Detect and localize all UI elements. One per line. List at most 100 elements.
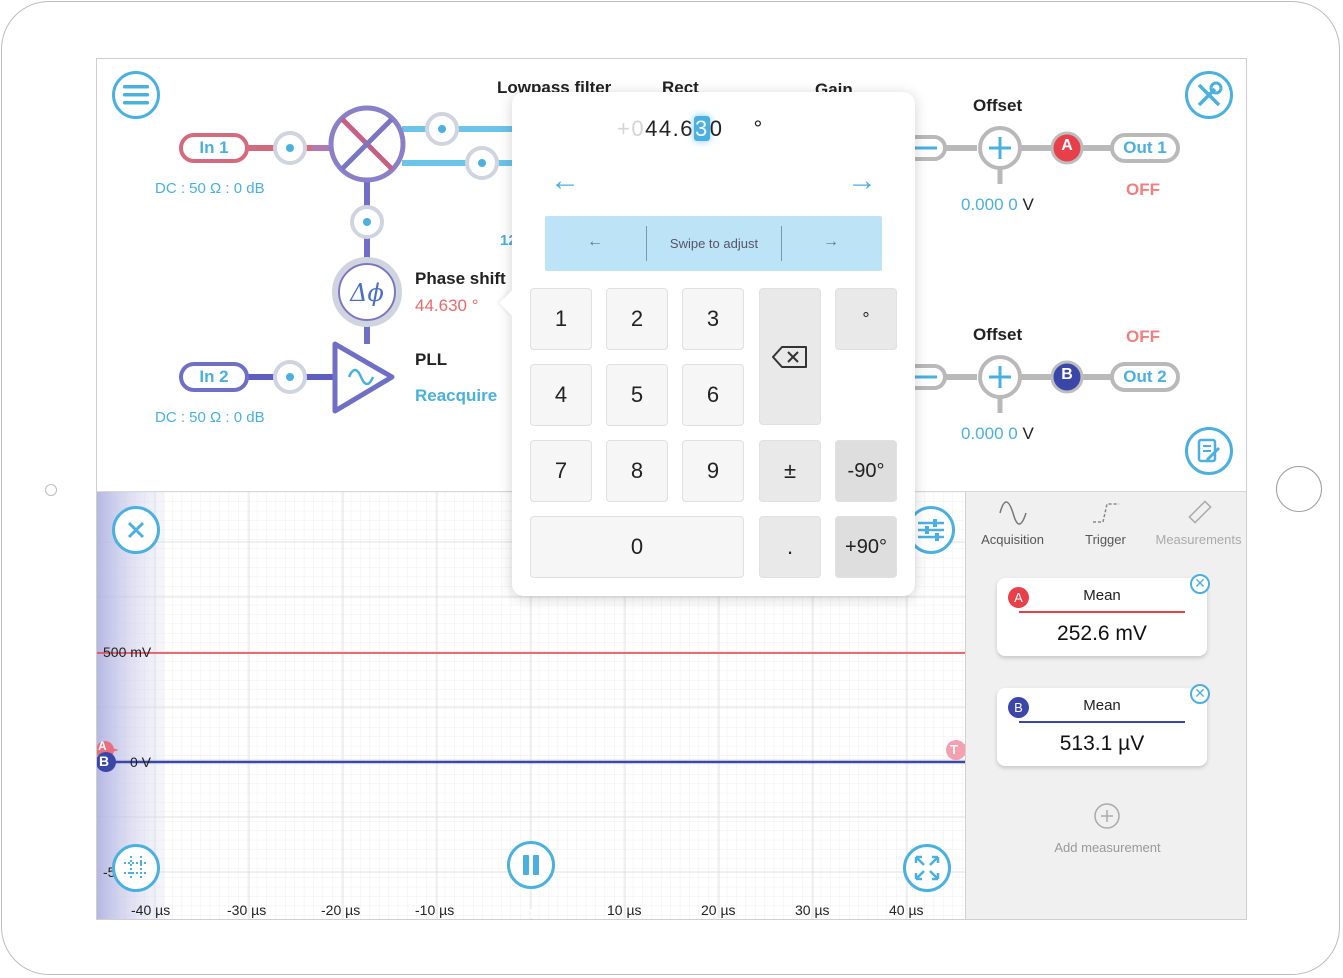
marker-t-label[interactable]: T [950,742,958,757]
side-button [45,484,57,496]
offset-1-value[interactable]: 0.000 0 V [961,195,1034,215]
tab-acquisition[interactable]: Acquisition [966,492,1059,552]
cursor-left-button[interactable]: ← [550,164,580,197]
key-2[interactable]: 2 [606,288,668,350]
tab-acquisition-label: Acquisition [981,532,1044,547]
sign-placeholder: + [617,116,632,141]
sine-wave-icon [999,501,1027,525]
input-1-label: In 1 [199,138,229,157]
app-screen: Δϕ In 1 DC : 50 Ω : 0 dB In 2 DC : 50 Ω … [96,58,1247,920]
output-2-status[interactable]: OFF [1126,327,1160,346]
input-1-info: DC : 50 Ω : 0 dB [155,180,265,197]
ruler-icon [1188,500,1212,524]
phase-shift-label: Phase shift [415,269,506,288]
key-5[interactable]: 5 [606,364,668,426]
swipe-hint-text: Swipe to adjust [669,236,759,251]
plus-90-key[interactable]: +90° [835,516,897,578]
tab-measurements[interactable]: Measurements [1152,492,1245,552]
tab-measurements-label: Measurements [1155,532,1242,547]
close-icon: ✕ [1194,685,1206,701]
offset-2-number: 0.000 0 [961,424,1018,443]
output-1-label: Out 1 [1123,138,1167,157]
key-6[interactable]: 6 [682,364,744,426]
grid-icon [124,856,148,880]
x-tick-label: -40 µs [131,902,171,918]
tab-trigger-label: Trigger [1085,532,1126,547]
tools-icon [1197,81,1223,107]
add-icon [1094,803,1120,829]
x-tick-label: -30 µs [227,902,267,918]
x-tick-label: 20 µs [701,902,736,918]
cursor-right-button[interactable]: → [847,164,877,197]
offset-2-value[interactable]: 0.000 0 V [961,424,1034,444]
input-2-button[interactable]: In 2 [179,362,249,392]
offset-2-unit: V [1022,424,1034,443]
key-7[interactable]: 7 [530,440,592,502]
swipe-divider-right [781,226,782,261]
measurement-label: Mean [1083,587,1121,604]
grid-toggle-button[interactable] [112,844,160,892]
decimal-key[interactable]: . [759,516,821,578]
close-scope-button[interactable] [112,506,160,554]
channel-b-badge: B [1061,366,1073,383]
key-0[interactable]: 0 [530,516,744,578]
display-digits: 44.6 [645,116,694,141]
menu-icon [123,85,149,105]
swipe-right-arrow: → [823,233,839,250]
offset-1-unit: V [1022,195,1034,214]
key-3[interactable]: 3 [682,288,744,350]
notes-icon [1197,438,1221,463]
add-measurement-label: Add measurement [1054,840,1161,855]
output-1-button[interactable]: Out 1 [1110,133,1180,163]
close-icon [127,521,145,539]
key-8[interactable]: 8 [606,440,668,502]
channel-b-badge: B [1008,697,1029,718]
key-1[interactable]: 1 [530,288,592,350]
pll-reacquire-button[interactable]: Reacquire [415,386,498,405]
input-2-info: DC : 50 Ω : 0 dB [155,409,265,426]
pause-button[interactable] [507,841,555,889]
display-unit: ° [753,116,764,141]
plus-minus-key[interactable]: ± [759,440,821,502]
tab-trigger[interactable]: Trigger [1059,492,1152,552]
remove-measurement-button[interactable]: ✕ [1190,574,1210,594]
output-2-button[interactable]: Out 2 [1110,362,1180,392]
offset-1-label: Offset [973,96,1023,115]
leading-zero: 0 [631,116,646,141]
key-9[interactable]: 9 [682,440,744,502]
measurement-side-panel: Acquisition Trigger Measurements A Mean … [965,491,1246,919]
output-1-status[interactable]: OFF [1126,180,1160,199]
phase-shift-value[interactable]: 44.630 ° [415,296,479,315]
add-measurement-button[interactable]: Add measurement [966,802,1246,862]
key-4[interactable]: 4 [530,364,592,426]
minus-90-key[interactable]: -90° [835,440,897,502]
offset-2-label: Offset [973,325,1023,344]
display-digits: 0 [709,116,724,141]
channel-a-badge: A [1008,587,1029,608]
cursor-digit: 3 [693,116,710,141]
marker-b-label[interactable]: B [99,753,110,769]
pause-icon [523,855,539,875]
svg-text:Δϕ: Δϕ [349,279,384,307]
x-tick-label: 40 µs [889,902,924,918]
swipe-adjust-strip[interactable]: ← Swipe to adjust → [545,216,882,271]
sliders-icon [918,519,944,541]
tools-button[interactable] [1185,71,1233,119]
marker-a-label[interactable]: A [98,739,107,753]
trigger-position-label[interactable]: 0 [526,906,534,920]
degree-key[interactable]: ° [835,288,897,350]
notes-button[interactable] [1185,427,1233,475]
trigger-edge-icon [1093,503,1119,523]
input-1-button[interactable]: In 1 [179,133,249,163]
menu-button[interactable] [112,71,160,119]
input-2-label: In 2 [199,367,229,386]
remove-measurement-button[interactable]: ✕ [1190,684,1210,704]
channel-a-rule [1019,611,1185,613]
keypad-display[interactable]: +044.630 ° [617,116,764,142]
x-tick-label: -20 µs [321,902,361,918]
measurement-card[interactable]: B Mean 513.1 µV [997,688,1207,766]
fullscreen-button[interactable] [903,844,951,892]
backspace-button[interactable] [759,288,821,425]
measurement-card[interactable]: A Mean 252.6 mV [997,578,1207,656]
home-button[interactable] [1276,466,1322,512]
